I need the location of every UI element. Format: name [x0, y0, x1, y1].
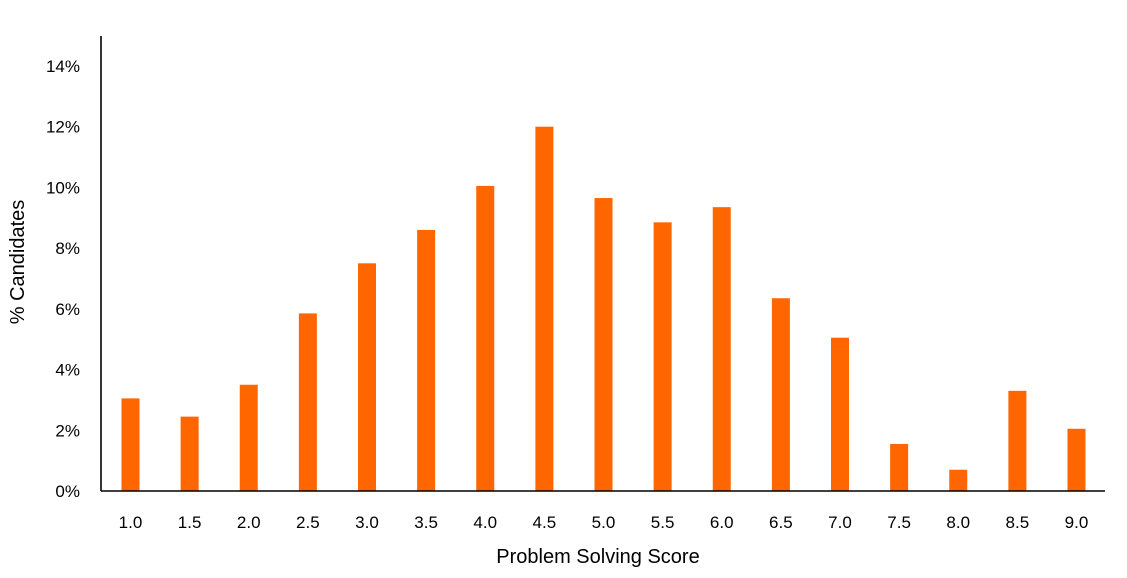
- bar-3.5: [417, 229, 436, 491]
- bar-9.0: [1067, 428, 1086, 491]
- x-tick-label: 7.0: [828, 513, 852, 532]
- x-tick-label: 6.0: [710, 513, 734, 532]
- bar-4.5: [535, 126, 554, 492]
- x-axis-title: Problem Solving Score: [496, 546, 699, 568]
- x-tick-label: 4.0: [473, 513, 497, 532]
- x-tick-label: 8.0: [946, 513, 970, 532]
- x-tick-label: 2.5: [296, 513, 320, 532]
- bar-3.0: [358, 263, 376, 491]
- y-tick-label: 12%: [46, 118, 80, 137]
- bar-8.0: [949, 469, 968, 491]
- y-axis-title: % Candidates: [7, 200, 29, 325]
- y-tick-label: 10%: [46, 178, 80, 197]
- x-tick-label: 3.5: [414, 513, 438, 532]
- y-tick-label: 0%: [55, 482, 80, 501]
- y-tick-label: 8%: [55, 239, 80, 258]
- bar-7.5: [890, 443, 909, 491]
- bar-4.0: [476, 185, 495, 491]
- x-tick-label: 5.5: [651, 513, 675, 532]
- x-tick-label: 2.0: [237, 513, 261, 532]
- y-tick-label: 14%: [46, 57, 80, 76]
- bar-5.5: [653, 222, 672, 491]
- bar-6.5: [771, 298, 790, 491]
- bars-group: [121, 126, 1086, 492]
- x-tick-label: 8.5: [1006, 513, 1030, 532]
- x-tick-label: 1.0: [119, 513, 143, 532]
- x-tick-label: 5.0: [592, 513, 616, 532]
- bar-7.0: [831, 337, 849, 491]
- x-tick-label: 3.0: [355, 513, 379, 532]
- y-tick-labels: 0% 2% 4% 6% 8% 10% 12% 14%: [46, 57, 80, 501]
- bar-1.5: [180, 416, 199, 492]
- y-tick-label: 4%: [55, 361, 80, 380]
- y-tick-label: 6%: [55, 300, 80, 319]
- bar-6.0: [712, 207, 731, 491]
- bar-8.5: [1008, 390, 1027, 491]
- bar-2.5: [298, 313, 317, 491]
- bar-1.0: [121, 398, 140, 491]
- x-tick-label: 4.5: [533, 513, 557, 532]
- x-tick-label: 7.5: [887, 513, 911, 532]
- y-tick-label: 2%: [55, 421, 80, 440]
- x-tick-label: 9.0: [1065, 513, 1089, 532]
- bar-5.0: [594, 198, 613, 492]
- x-tick-label: 6.5: [769, 513, 793, 532]
- bar-2.0: [239, 384, 258, 491]
- x-tick-labels: 1.0 1.5 2.0 2.5 3.0 3.5 4.0 4.5 5.0 5.5 6.0 6.5 7.0 7…: [119, 513, 1089, 532]
- x-tick-label: 1.5: [178, 513, 202, 532]
